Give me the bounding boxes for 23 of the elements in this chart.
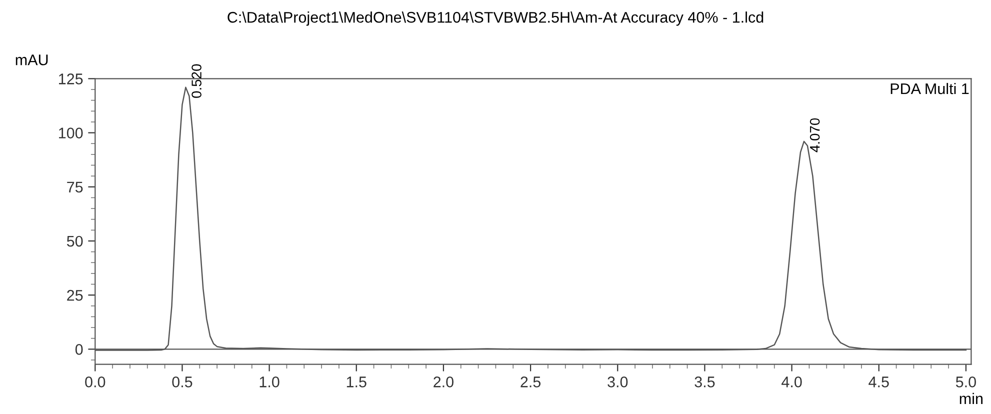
x-tick-label: 1.5 bbox=[346, 376, 366, 388]
x-tick-label: 0.5 bbox=[172, 376, 192, 388]
annotation: PDA Multi 1 bbox=[890, 82, 969, 94]
annotation: 0.520 bbox=[192, 64, 202, 98]
y-tick-label: 50 bbox=[66, 236, 83, 247]
annotation: 4.070 bbox=[810, 118, 820, 152]
x-tick-label: 0.0 bbox=[85, 376, 106, 388]
x-tick-label: 2.0 bbox=[434, 376, 454, 388]
x-axis-title: min bbox=[960, 392, 982, 404]
x-tick-label: 4.5 bbox=[868, 376, 889, 388]
x-tick-label: 3.5 bbox=[694, 376, 715, 388]
y-axis-title: mAU bbox=[16, 54, 48, 66]
x-tick-label: 5.0 bbox=[956, 376, 976, 388]
x-tick-label: 4.0 bbox=[782, 376, 802, 388]
x-tick-label: 1.0 bbox=[260, 376, 280, 388]
y-tick-label: 125 bbox=[59, 74, 83, 84]
y-tick-label: 25 bbox=[67, 290, 83, 301]
y-tick-label: 75 bbox=[67, 182, 83, 193]
y-tick-label: 0 bbox=[75, 344, 83, 355]
y-tick-label: 100 bbox=[59, 128, 83, 138]
x-tick-label: 3.0 bbox=[608, 376, 628, 388]
x-tick-label: 2.5 bbox=[520, 376, 541, 388]
chart-title: C:\Data\Project1\MedOne\SVB1104\STVBWB2.5H\Am-At Accuracy 40% - 1.lcd bbox=[228, 12, 764, 26]
